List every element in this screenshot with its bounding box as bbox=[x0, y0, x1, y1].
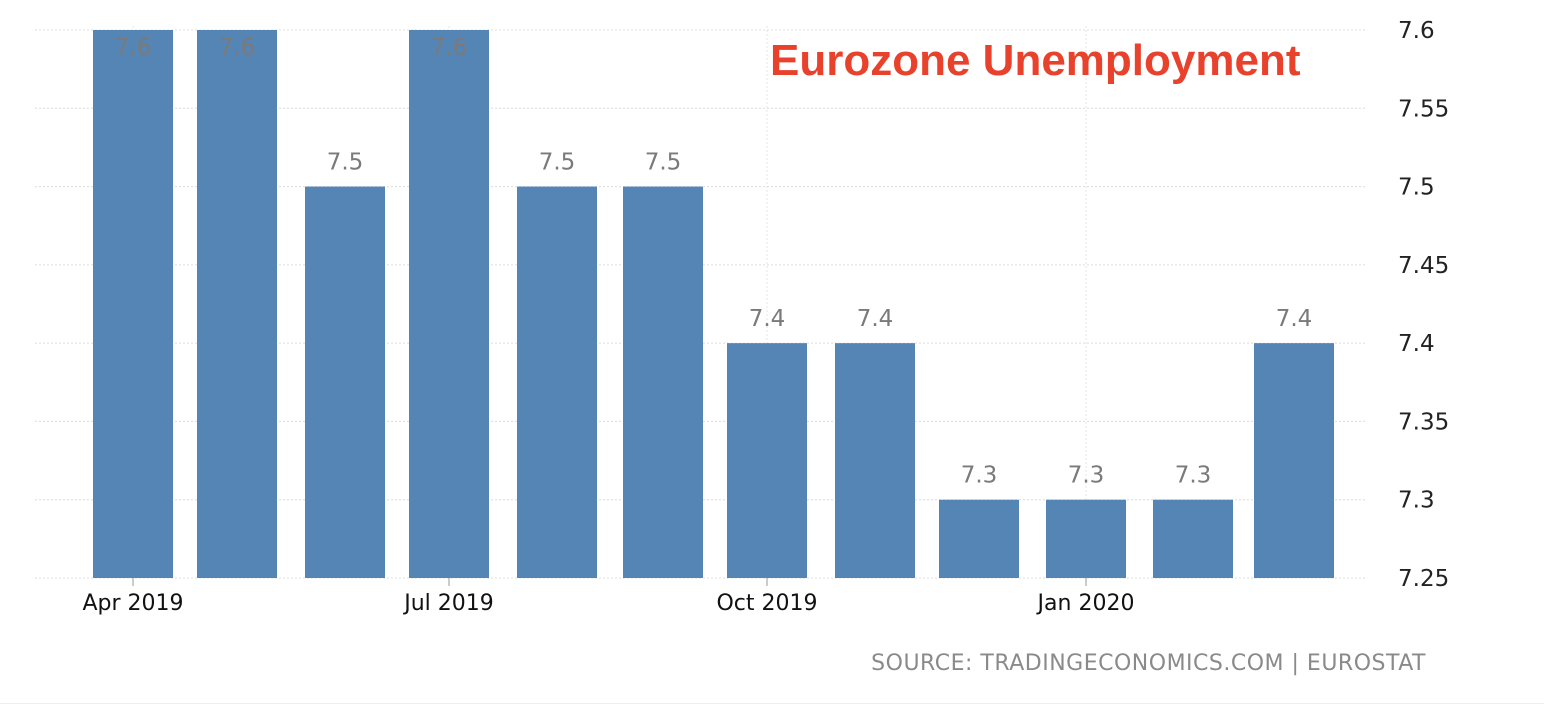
x-tick-label: Jul 2019 bbox=[402, 591, 494, 616]
footer-divider bbox=[0, 703, 1544, 704]
bar bbox=[1254, 343, 1334, 578]
chart-title: Eurozone Unemployment bbox=[770, 36, 1301, 85]
data-label: 7.5 bbox=[327, 150, 364, 176]
y-tick-label: 7.25 bbox=[1398, 566, 1449, 592]
y-tick-label: 7.3 bbox=[1398, 488, 1435, 514]
y-tick-label: 7.5 bbox=[1398, 175, 1435, 201]
y-axis-ticks: 7.25 7.3 7.35 7.4 7.45 7.5 7.55 7.6 bbox=[1398, 18, 1449, 592]
bars bbox=[93, 30, 1334, 579]
data-labels: 7.6 7.6 7.5 7.6 7.5 7.5 7.4 7.4 7.3 7.3 7.3 7.4 bbox=[115, 35, 1313, 489]
data-label: 7.5 bbox=[539, 150, 576, 176]
bar bbox=[93, 30, 173, 578]
bar bbox=[939, 499, 1019, 578]
bar bbox=[727, 343, 807, 578]
bar bbox=[835, 343, 915, 578]
bar bbox=[517, 186, 597, 579]
x-tick-label: Jan 2020 bbox=[1036, 591, 1135, 616]
bar bbox=[1153, 499, 1233, 578]
x-tick-label: Oct 2019 bbox=[716, 591, 817, 616]
bar bbox=[409, 30, 489, 578]
data-label: 7.3 bbox=[1175, 463, 1212, 489]
data-label: 7.3 bbox=[961, 463, 998, 489]
data-label: 7.4 bbox=[749, 306, 786, 332]
y-tick-label: 7.35 bbox=[1398, 409, 1449, 435]
x-axis-ticks: Apr 2019 Jul 2019 Oct 2019 Jan 2020 bbox=[82, 578, 1134, 616]
bar bbox=[305, 186, 385, 579]
data-label: 7.6 bbox=[431, 35, 468, 61]
y-tick-label: 7.6 bbox=[1398, 18, 1435, 44]
bar bbox=[623, 186, 703, 579]
data-label: 7.4 bbox=[1276, 306, 1313, 332]
data-label: 7.6 bbox=[115, 35, 152, 61]
data-label: 7.6 bbox=[219, 35, 256, 61]
bar bbox=[1046, 499, 1126, 578]
y-tick-label: 7.45 bbox=[1398, 253, 1449, 279]
y-tick-label: 7.4 bbox=[1398, 331, 1435, 357]
data-label: 7.3 bbox=[1068, 463, 1105, 489]
data-label: 7.5 bbox=[645, 150, 682, 176]
source-attribution: SOURCE: TRADINGECONOMICS.COM | EUROSTAT bbox=[871, 651, 1426, 676]
y-tick-label: 7.55 bbox=[1398, 96, 1449, 122]
bar bbox=[197, 30, 277, 578]
x-tick-label: Apr 2019 bbox=[82, 591, 183, 616]
data-label: 7.4 bbox=[857, 306, 894, 332]
